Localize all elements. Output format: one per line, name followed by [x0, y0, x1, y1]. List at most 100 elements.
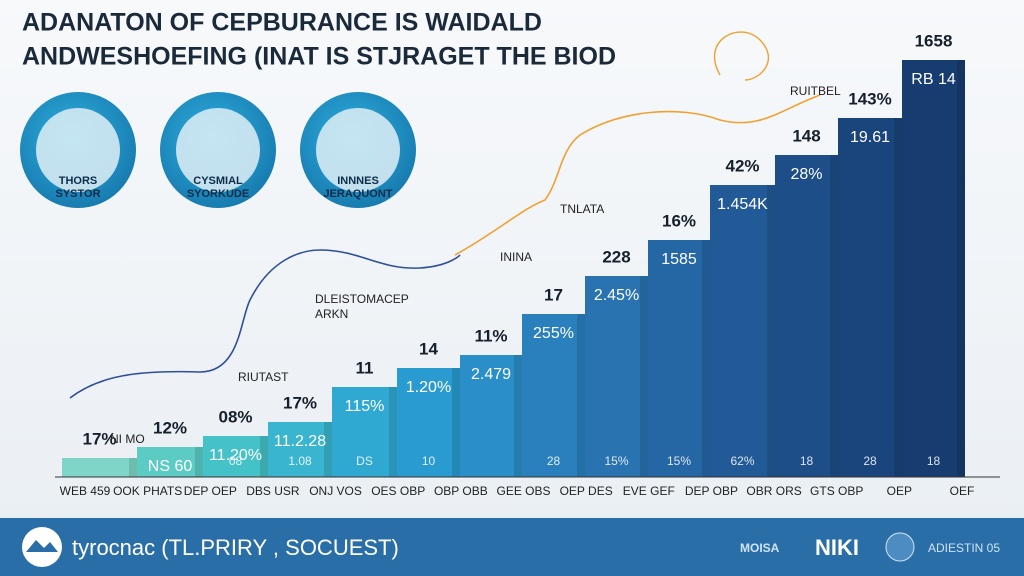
trend-arrow: [454, 94, 821, 256]
axis-label: ONJ VOS: [309, 484, 362, 498]
footer-item: ADIESTIN 05: [928, 541, 1000, 555]
step-bar: [332, 387, 397, 477]
axis-label: DEP OEP: [184, 484, 237, 498]
step-inner-label: RB 14: [911, 71, 956, 88]
badge-label: SYSTOR: [55, 188, 100, 200]
annotation: ARKN: [315, 307, 348, 321]
step-shade: [702, 240, 710, 477]
step-top-label: 228: [602, 247, 630, 266]
step-top-label: 42%: [725, 156, 759, 175]
badge-label: INNNES: [337, 175, 379, 187]
title-line: ANDWESHOEFING (INAT IS STJRAGET THE BIOD: [22, 43, 616, 71]
step-bar: [648, 240, 710, 477]
step-top-label: 11: [356, 358, 374, 377]
step-shade: [514, 355, 522, 477]
step-inner-label: 1.20%: [406, 379, 451, 396]
step-shade: [957, 60, 965, 477]
step-base-label: DS: [356, 454, 373, 468]
step-shade: [640, 276, 648, 477]
step-bar: [397, 368, 460, 477]
step-bar: [62, 458, 137, 477]
step-bar: [137, 447, 203, 477]
axis-label: OBP OBB: [434, 484, 488, 498]
step-inner-label: 28%: [790, 166, 822, 183]
footer-logo-mark: [26, 540, 58, 552]
annotation: DLEISTOMACEP: [315, 292, 409, 306]
step-inner-label: 11.2.28: [274, 433, 326, 450]
step-base-label: 1.08: [288, 454, 312, 468]
step-top-label: 12%: [153, 418, 187, 437]
step-bar: [710, 185, 775, 477]
annotation: RIUTAST: [238, 370, 289, 384]
axis-label: OEP: [887, 484, 912, 498]
step-base-label: 10: [422, 454, 436, 468]
step-top-label: 143%: [848, 89, 891, 108]
annotation: RUITBEL: [790, 84, 841, 98]
step-top-label: 17%: [82, 429, 116, 448]
step-top-label: 14: [419, 339, 438, 358]
annotation: TNLATA: [560, 202, 604, 216]
step-inner-label: 19.61: [850, 129, 890, 146]
step-shade: [894, 118, 902, 477]
step-inner-label: 115%: [345, 398, 385, 415]
step-shade: [195, 447, 203, 477]
step-inner-label: 2.45%: [594, 287, 639, 304]
axis-label: WEB 459: [60, 484, 111, 498]
step-base-label: 18: [800, 454, 814, 468]
badges: THORS SYSTOR CYSMIAL SYORKUDE INNNES JER…: [20, 92, 416, 208]
step-shade: [389, 387, 397, 477]
badge-label: SYORKUDE: [187, 188, 249, 200]
step-inner-label: NS 60: [148, 458, 193, 475]
badge-label: JERAQUONT: [323, 188, 392, 200]
axis-label: OEP DES: [560, 484, 613, 498]
footer-brand: tyrocnac (TL.PRIRY , SOCUEST): [72, 535, 399, 560]
step-shade: [129, 458, 137, 477]
step-inner-label: 2.479: [471, 366, 511, 383]
annotation: NI MO: [110, 432, 145, 446]
step-top-label: 1658: [915, 31, 953, 50]
step-base-label: 08: [229, 454, 243, 468]
step-inner-label: 1585: [661, 251, 697, 268]
footer-seal: [885, 532, 915, 562]
trend-arrow: [713, 31, 770, 81]
axis-label: GEE OBS: [496, 484, 550, 498]
step-bar: [585, 276, 648, 477]
trend-arrow: [69, 249, 461, 399]
step-base-label: 28: [547, 454, 561, 468]
title-line: ADANATON OF CEPBURANCE IS WAIDALD: [22, 9, 542, 37]
badge-inner: [316, 108, 400, 192]
step-top-label: 17: [544, 285, 563, 304]
step-base-label: 15%: [667, 454, 691, 468]
step-base-label: 28: [863, 454, 877, 468]
badge-label: CYSMIAL: [193, 175, 243, 187]
annotation: ININA: [500, 250, 532, 264]
step-base-label: 18: [927, 454, 941, 468]
badge-inner: [176, 108, 260, 192]
step-bar: [268, 422, 332, 477]
step-top-label: 11%: [474, 326, 507, 345]
badge-label: THORS: [59, 175, 98, 187]
step-inner-label: 11.20%: [209, 447, 262, 464]
axis-label: OEF: [950, 484, 975, 498]
step-base-label: 62%: [730, 454, 754, 468]
axis-label: EVE GEF: [623, 484, 675, 498]
axis-labels: WEB 459 OOK PHATS DEP OEP DBS USR ONJ VOS OES…: [60, 484, 975, 498]
axis-label: GTS OBP: [810, 484, 863, 498]
step-bar: [838, 118, 902, 477]
step-bar: [775, 155, 838, 477]
step-bar: [902, 60, 965, 477]
badge-inner: [36, 108, 120, 192]
step-shade: [767, 185, 775, 477]
step-shade: [452, 368, 460, 477]
step-top-label: 148: [792, 126, 820, 145]
axis-label: DBS USR: [246, 484, 300, 498]
footer-item: MOISA: [740, 541, 780, 555]
axis-label: DEP OBP: [685, 484, 738, 498]
step-shade: [324, 422, 332, 477]
footer-bar: [0, 518, 1024, 576]
step-top-label: 08%: [218, 407, 252, 426]
step-shade: [260, 436, 268, 477]
step-bar: [522, 314, 585, 477]
